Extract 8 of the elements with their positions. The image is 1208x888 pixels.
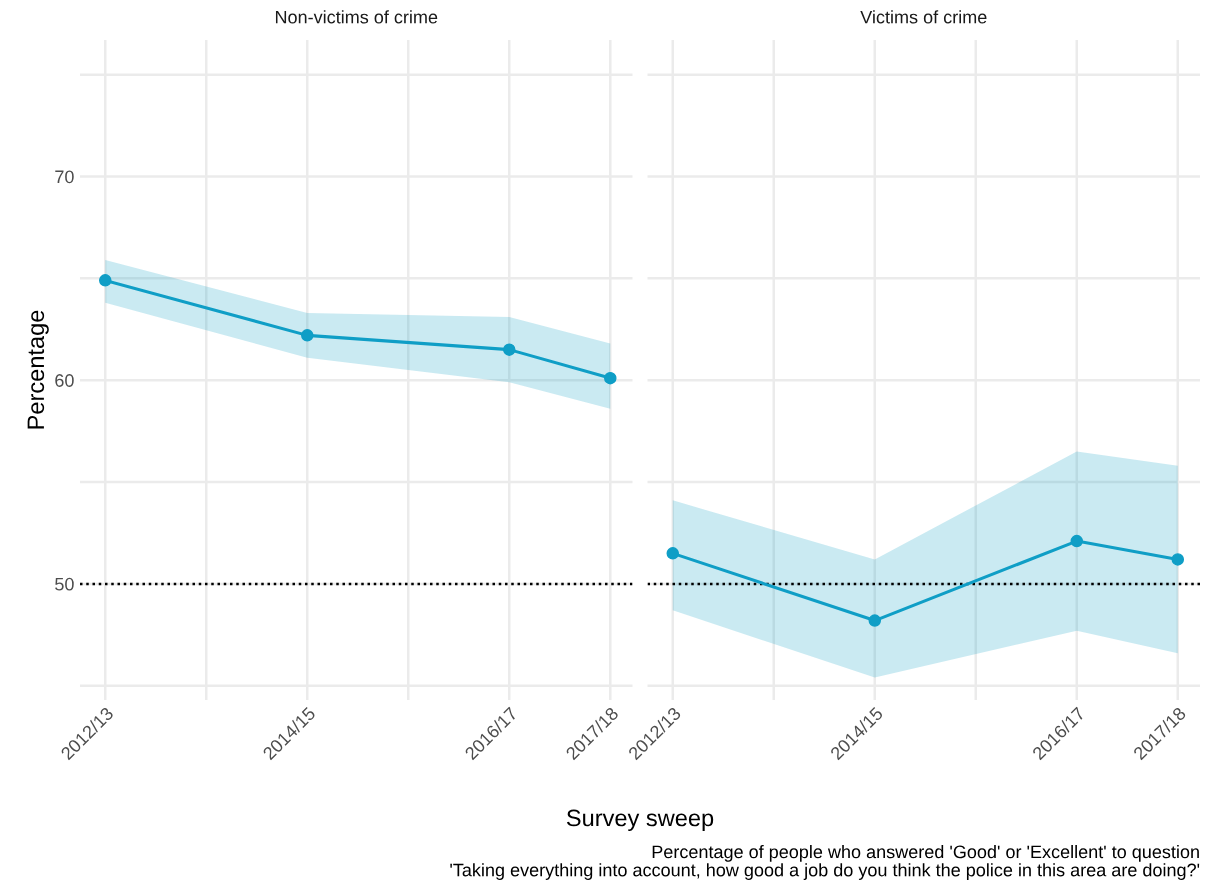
y-tick-label: 50 [55,577,74,591]
chart-title: Victims of crime [860,10,987,24]
y-axis-title: Percentage [27,310,49,429]
y-tick-label: 60 [55,374,74,387]
x-axis-title: Survey sweep [566,809,714,832]
y-tick-label: 70 [55,170,74,184]
text: Percentage of people who answered 'Good' or 'Excellent' to question 'Taking everything into account, how good a job do you think the police in this area are doing?' [450,845,1200,880]
chart-title: Non-victims of crime [275,10,438,24]
